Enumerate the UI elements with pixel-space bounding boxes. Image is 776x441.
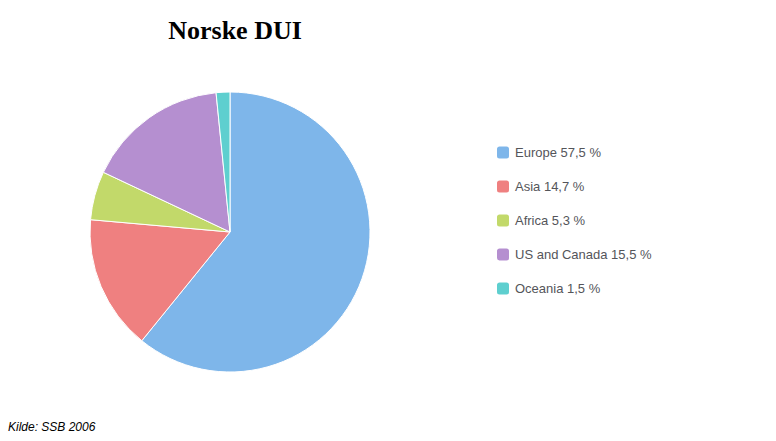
svg-text:Asia 14,7 %: Asia 14,7 % <box>515 179 585 194</box>
svg-text:Kilde: SSB 2006: Kilde: SSB 2006 <box>8 420 96 434</box>
svg-text:Oceania 1,5 %: Oceania 1,5 % <box>515 281 601 296</box>
svg-text:Norske DUI: Norske DUI <box>168 16 302 45</box>
svg-text:Europe 57,5 %: Europe 57,5 % <box>515 145 601 160</box>
svg-text:US and Canada 15,5 %: US and Canada 15,5 % <box>515 247 652 262</box>
svg-text:Africa 5,3 %: Africa 5,3 % <box>515 213 586 228</box>
